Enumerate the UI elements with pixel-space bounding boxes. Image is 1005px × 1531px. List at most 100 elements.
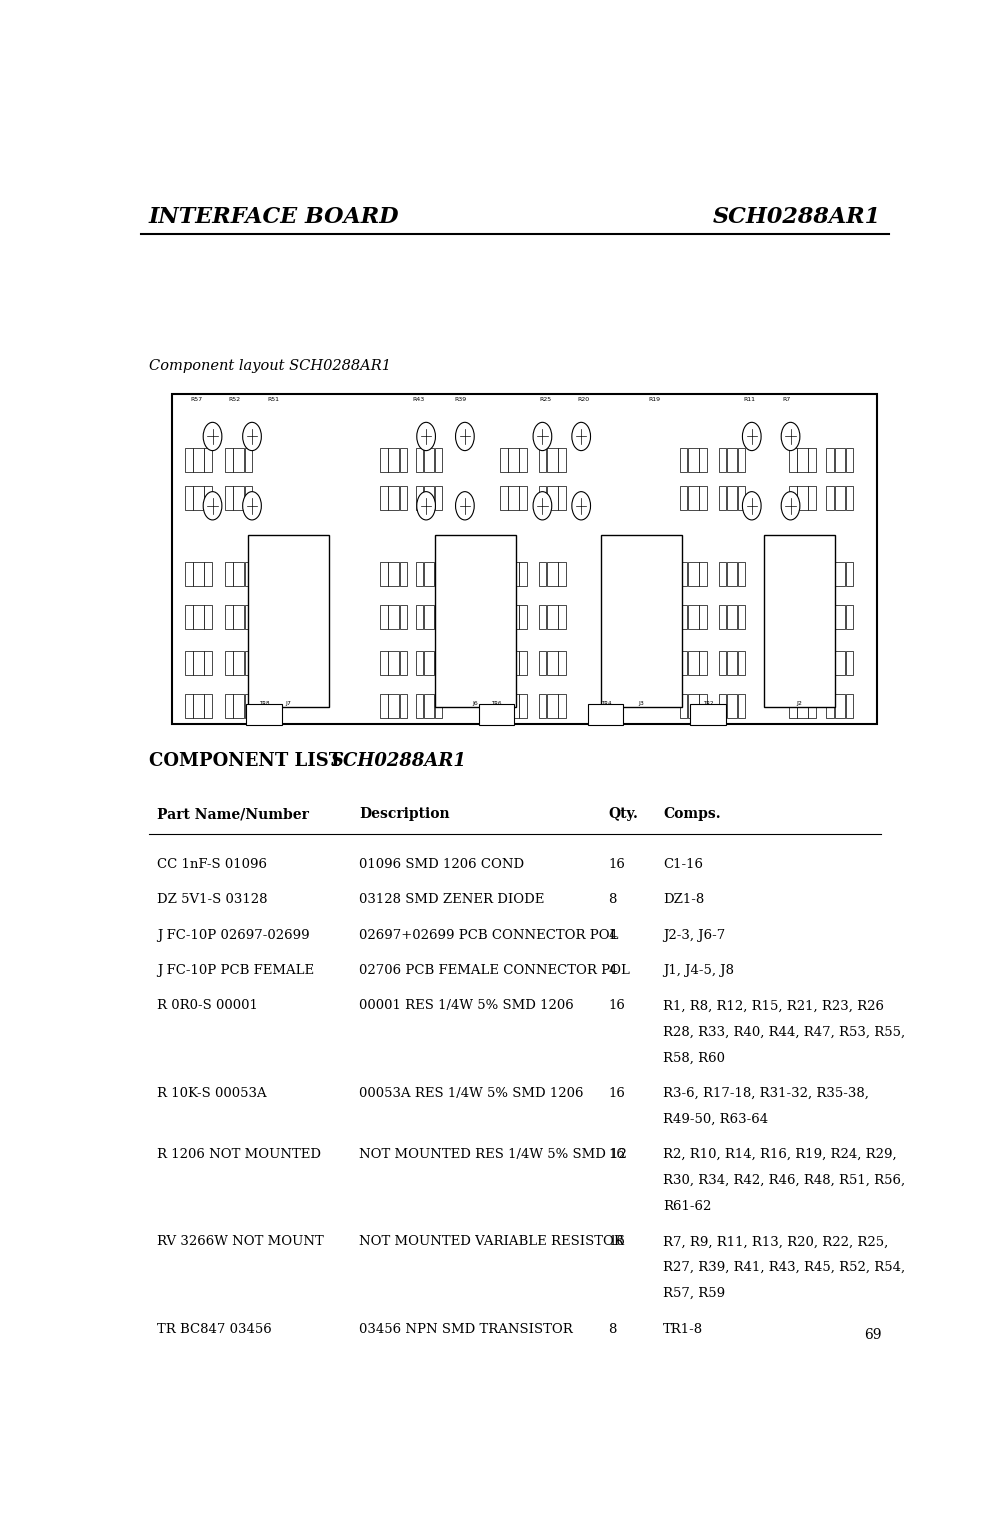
Text: Description: Description xyxy=(360,807,450,822)
Bar xyxy=(797,605,808,629)
Bar xyxy=(789,651,797,675)
Bar xyxy=(173,393,877,724)
Text: R 10K-S 00053A: R 10K-S 00053A xyxy=(157,1087,266,1099)
Bar xyxy=(719,449,727,472)
Bar xyxy=(826,562,834,586)
Bar xyxy=(509,485,519,510)
Bar xyxy=(789,485,797,510)
Text: J6: J6 xyxy=(472,701,478,706)
Bar xyxy=(435,536,516,707)
Bar xyxy=(185,694,193,718)
Text: J3: J3 xyxy=(638,701,644,706)
Bar xyxy=(558,605,566,629)
Bar xyxy=(233,605,244,629)
Bar xyxy=(797,694,808,718)
Bar xyxy=(435,651,442,675)
Bar xyxy=(797,449,808,472)
Text: R 1206 NOT MOUNTED: R 1206 NOT MOUNTED xyxy=(157,1148,321,1160)
Bar xyxy=(380,562,388,586)
Text: 4: 4 xyxy=(609,929,617,942)
Circle shape xyxy=(242,423,261,450)
Bar xyxy=(500,562,508,586)
Text: R57: R57 xyxy=(190,397,202,401)
Bar xyxy=(679,651,687,675)
Bar xyxy=(687,605,698,629)
Bar xyxy=(687,694,698,718)
Text: 00053A RES 1/4W 5% SMD 1206: 00053A RES 1/4W 5% SMD 1206 xyxy=(360,1087,584,1099)
Bar xyxy=(509,562,519,586)
Bar xyxy=(509,651,519,675)
Bar xyxy=(185,449,193,472)
Text: 8: 8 xyxy=(609,894,617,906)
Bar xyxy=(727,485,738,510)
Bar xyxy=(699,694,707,718)
Bar xyxy=(423,485,434,510)
Text: R2, R10, R14, R16, R19, R24, R29,: R2, R10, R14, R16, R19, R24, R29, xyxy=(663,1148,896,1160)
Text: Component layout SCH0288AR1: Component layout SCH0288AR1 xyxy=(149,360,391,374)
Bar xyxy=(719,651,727,675)
Circle shape xyxy=(417,491,435,521)
Bar xyxy=(400,485,407,510)
Text: R20: R20 xyxy=(578,397,590,401)
Bar xyxy=(699,651,707,675)
Bar xyxy=(834,605,845,629)
Bar xyxy=(687,485,698,510)
Bar xyxy=(826,605,834,629)
Bar xyxy=(588,704,623,726)
Bar xyxy=(699,562,707,586)
Bar xyxy=(687,449,698,472)
Bar xyxy=(244,449,252,472)
Text: 03128 SMD ZENER DIODE: 03128 SMD ZENER DIODE xyxy=(360,894,545,906)
Bar xyxy=(185,651,193,675)
Bar xyxy=(415,694,423,718)
Bar xyxy=(539,605,547,629)
Bar xyxy=(415,485,423,510)
Bar xyxy=(558,651,566,675)
Bar xyxy=(558,449,566,472)
Bar xyxy=(233,449,244,472)
Bar xyxy=(520,651,527,675)
Bar xyxy=(185,485,193,510)
Bar xyxy=(547,449,558,472)
Bar xyxy=(400,449,407,472)
Text: R57, R59: R57, R59 xyxy=(663,1288,726,1300)
Bar xyxy=(204,605,212,629)
Bar xyxy=(699,485,707,510)
Text: Qty.: Qty. xyxy=(609,807,638,822)
Bar xyxy=(797,485,808,510)
Bar xyxy=(808,694,816,718)
Bar xyxy=(500,694,508,718)
Bar xyxy=(738,562,746,586)
Circle shape xyxy=(781,423,800,450)
Circle shape xyxy=(533,491,552,521)
Text: DZ 5V1-S 03128: DZ 5V1-S 03128 xyxy=(157,894,267,906)
Text: R43: R43 xyxy=(412,397,424,401)
Bar xyxy=(423,694,434,718)
Bar xyxy=(193,651,204,675)
Circle shape xyxy=(572,423,591,450)
Text: TR6: TR6 xyxy=(491,701,501,706)
Bar xyxy=(547,651,558,675)
Text: 16: 16 xyxy=(609,1148,625,1160)
Bar xyxy=(539,651,547,675)
Circle shape xyxy=(203,491,222,521)
Text: R61-62: R61-62 xyxy=(663,1200,712,1213)
Text: 4: 4 xyxy=(609,965,617,977)
Bar xyxy=(738,694,746,718)
Bar xyxy=(415,651,423,675)
Bar xyxy=(204,562,212,586)
Bar xyxy=(826,694,834,718)
Text: DZ1-8: DZ1-8 xyxy=(663,894,705,906)
Bar xyxy=(539,485,547,510)
Text: R51: R51 xyxy=(267,397,279,401)
Bar xyxy=(225,562,233,586)
Bar xyxy=(547,485,558,510)
Text: R1, R8, R12, R15, R21, R23, R26: R1, R8, R12, R15, R21, R23, R26 xyxy=(663,1000,884,1012)
Bar xyxy=(719,485,727,510)
Bar xyxy=(601,536,681,707)
Bar xyxy=(834,694,845,718)
Bar xyxy=(509,694,519,718)
Text: TR4: TR4 xyxy=(601,701,611,706)
Bar xyxy=(204,694,212,718)
Bar xyxy=(558,562,566,586)
